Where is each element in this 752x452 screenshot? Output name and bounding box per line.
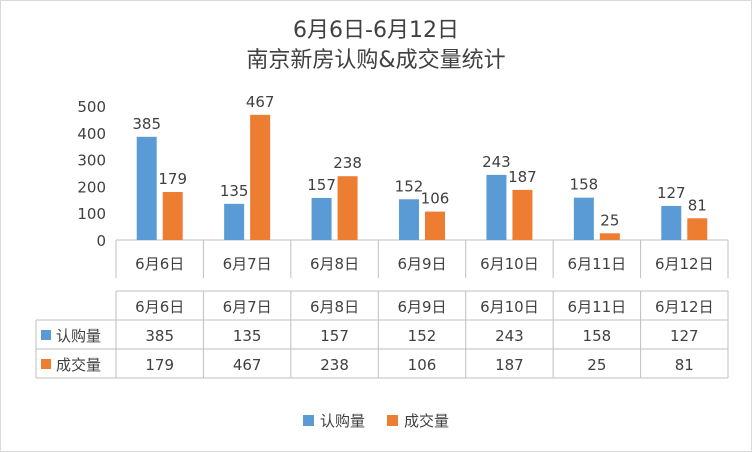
table-cell-s0-3: 152 [408,327,437,345]
chart-title-line2: 南京新房认购&成交量统计 [246,48,506,73]
table-cell-s1-3: 106 [408,356,437,374]
table-cell-s0-0: 385 [145,327,174,345]
bar-s0-3 [399,199,419,240]
data-label-s0-5: 158 [570,176,599,194]
table-swatch-s0 [41,330,51,340]
table-cell-s0-6: 127 [670,327,699,345]
x-tick-label-4: 6月10日 [480,255,539,273]
legend-item-series-1: 成交量 [387,410,449,431]
data-label-s1-5: 25 [600,211,619,229]
table-cell-s1-2: 238 [320,356,349,374]
data-label-s1-6: 81 [688,196,707,214]
legend-swatch-series-0 [302,415,314,426]
x-tick-label-3: 6月9日 [397,255,446,273]
table-cell-s0-5: 158 [583,327,612,345]
table-header-6: 6月12日 [655,298,714,316]
bar-s0-4 [486,174,507,240]
legend: 认购量 成交量 [0,410,752,431]
bar-s0-0 [136,136,157,240]
x-tick-label-2: 6月8日 [310,255,359,273]
bar-s1-6 [687,218,708,240]
table-row-label-s1: 成交量 [56,356,101,374]
table-header-5: 6月11日 [568,298,627,316]
bar-s1-3 [425,211,445,240]
data-label-s0-6: 127 [657,184,686,202]
table-cell-s1-1: 467 [233,356,262,374]
data-label-s1-2: 238 [333,154,362,172]
y-tick-label-0: 0 [96,232,106,250]
data-label-s1-0: 179 [158,170,187,188]
y-tick-label-5: 500 [77,98,106,116]
data-label-s1-4: 187 [508,168,537,186]
table-cell-s0-1: 135 [233,327,262,345]
table-header-1: 6月7日 [223,298,272,316]
table-header-3: 6月9日 [397,298,446,316]
x-tick-label-5: 6月11日 [568,255,627,273]
x-tick-label-6: 6月12日 [655,255,714,273]
bar-s1-5 [599,233,620,240]
data-label-s1-1: 467 [246,93,275,111]
table-header-4: 6月10日 [480,298,539,316]
data-label-s0-1: 135 [220,182,249,200]
table-cell-s1-0: 179 [145,356,174,374]
y-tick-label-3: 300 [77,152,106,170]
data-label-s1-3: 106 [421,190,450,208]
table-header-2: 6月8日 [310,298,359,316]
chart-title-line1: 6月6日-6月12日 [293,18,459,43]
table-row-label-s0: 认购量 [56,327,101,345]
y-tick-label-4: 400 [77,125,106,143]
table-cell-s1-6: 81 [675,356,694,374]
legend-item-series-0: 认购量 [302,410,365,431]
table-cell-s1-5: 25 [587,356,606,374]
y-tick-label-2: 200 [77,178,106,196]
legend-label-series-1: 成交量 [404,412,450,430]
bar-s1-1 [250,114,271,240]
data-label-s0-4: 243 [482,153,511,171]
legend-label-series-0: 认购量 [319,412,365,430]
table-cell-s0-4: 243 [495,327,524,345]
bar-s0-2 [311,197,332,240]
table-header-0: 6月6日 [135,298,184,316]
table-swatch-s1 [41,359,51,369]
data-label-s0-3: 152 [395,177,424,195]
x-tick-label-1: 6月7日 [223,255,272,273]
bar-s0-6 [661,205,682,240]
legend-swatch-series-1 [387,415,398,426]
data-label-s0-2: 157 [307,176,336,194]
bar-s1-2 [337,176,358,240]
table-cell-s1-4: 187 [495,356,524,374]
bar-s0-1 [224,203,245,240]
data-label-s0-0: 385 [132,115,161,133]
x-tick-label-0: 6月6日 [135,255,184,273]
bar-s0-5 [573,197,594,240]
table-cell-s0-2: 157 [320,327,349,345]
bar-s1-0 [162,192,183,240]
bar-s1-4 [512,189,533,240]
y-tick-label-1: 100 [77,205,106,223]
